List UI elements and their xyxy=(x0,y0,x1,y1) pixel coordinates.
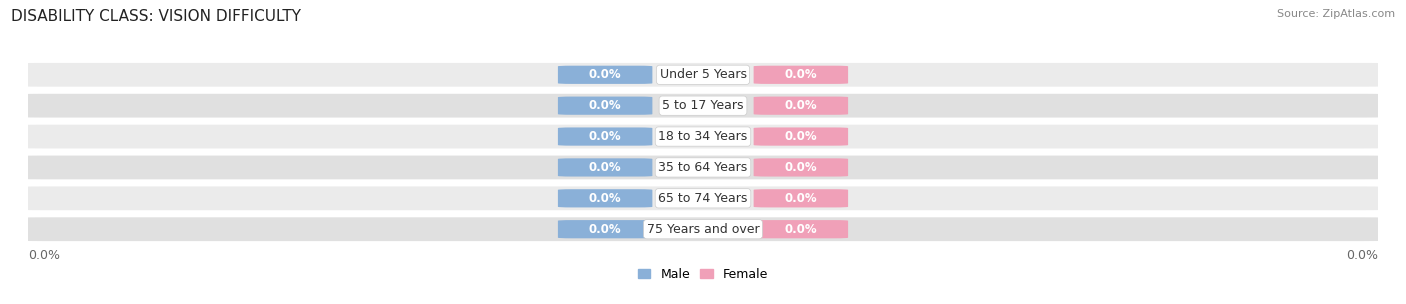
FancyBboxPatch shape xyxy=(14,125,1392,148)
Text: 0.0%: 0.0% xyxy=(785,99,817,112)
Text: 0.0%: 0.0% xyxy=(785,130,817,143)
FancyBboxPatch shape xyxy=(754,220,848,238)
Text: 0.0%: 0.0% xyxy=(589,99,621,112)
Text: 18 to 34 Years: 18 to 34 Years xyxy=(658,130,748,143)
FancyBboxPatch shape xyxy=(558,158,652,177)
Text: 0.0%: 0.0% xyxy=(785,223,817,236)
Text: 65 to 74 Years: 65 to 74 Years xyxy=(658,192,748,205)
FancyBboxPatch shape xyxy=(558,66,652,84)
FancyBboxPatch shape xyxy=(558,97,652,115)
FancyBboxPatch shape xyxy=(558,220,652,238)
FancyBboxPatch shape xyxy=(754,158,848,177)
Text: Under 5 Years: Under 5 Years xyxy=(659,68,747,81)
FancyBboxPatch shape xyxy=(754,127,848,146)
Legend: Male, Female: Male, Female xyxy=(633,263,773,286)
FancyBboxPatch shape xyxy=(754,66,848,84)
Text: 0.0%: 0.0% xyxy=(589,161,621,174)
FancyBboxPatch shape xyxy=(558,127,652,146)
FancyBboxPatch shape xyxy=(14,156,1392,179)
FancyBboxPatch shape xyxy=(14,94,1392,118)
Text: 75 Years and over: 75 Years and over xyxy=(647,223,759,236)
Text: 35 to 64 Years: 35 to 64 Years xyxy=(658,161,748,174)
Text: 0.0%: 0.0% xyxy=(785,192,817,205)
Text: 0.0%: 0.0% xyxy=(785,68,817,81)
FancyBboxPatch shape xyxy=(754,97,848,115)
FancyBboxPatch shape xyxy=(14,217,1392,241)
FancyBboxPatch shape xyxy=(14,186,1392,210)
FancyBboxPatch shape xyxy=(14,63,1392,87)
Text: Source: ZipAtlas.com: Source: ZipAtlas.com xyxy=(1277,9,1395,19)
Text: 5 to 17 Years: 5 to 17 Years xyxy=(662,99,744,112)
Text: 0.0%: 0.0% xyxy=(589,68,621,81)
FancyBboxPatch shape xyxy=(558,189,652,207)
Text: 0.0%: 0.0% xyxy=(1346,249,1378,262)
FancyBboxPatch shape xyxy=(754,189,848,207)
Text: 0.0%: 0.0% xyxy=(589,192,621,205)
Text: 0.0%: 0.0% xyxy=(589,130,621,143)
Text: 0.0%: 0.0% xyxy=(28,249,60,262)
Text: 0.0%: 0.0% xyxy=(785,161,817,174)
Text: 0.0%: 0.0% xyxy=(589,223,621,236)
Text: DISABILITY CLASS: VISION DIFFICULTY: DISABILITY CLASS: VISION DIFFICULTY xyxy=(11,9,301,24)
